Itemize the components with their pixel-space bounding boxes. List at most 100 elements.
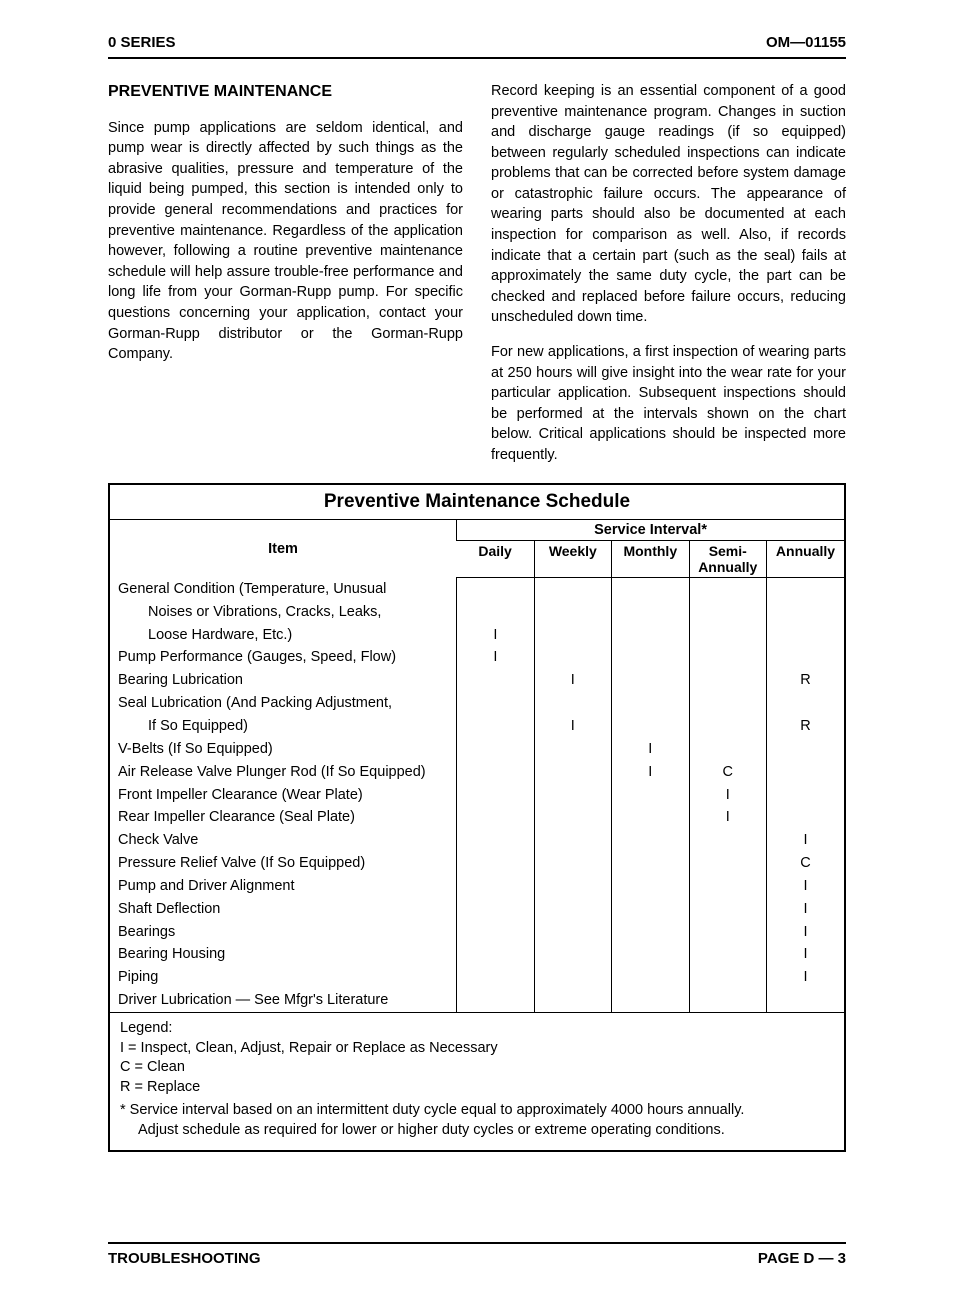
mark: I xyxy=(534,715,611,738)
item-cell: Front Impeller Clearance (Wear Plate) xyxy=(110,784,457,807)
mark xyxy=(612,715,689,738)
mark xyxy=(534,966,611,989)
mark: I xyxy=(766,898,844,921)
item-header: Item xyxy=(110,520,457,578)
mark: C xyxy=(689,761,766,784)
table-row: Bearing Housing I xyxy=(110,943,844,966)
mark xyxy=(612,806,689,829)
item-cell: Seal Lubrication (And Packing Adjustment… xyxy=(110,692,457,715)
footer-bar: TROUBLESHOOTING PAGE D — 3 xyxy=(108,1242,846,1267)
mark xyxy=(689,646,766,669)
item-cell: Piping xyxy=(110,966,457,989)
item-cell: Bearing Housing xyxy=(110,943,457,966)
mark xyxy=(612,852,689,875)
table-row: Pump Performance (Gauges, Speed, Flow) I xyxy=(110,646,844,669)
table-row: Check Valve I xyxy=(110,829,844,852)
mark xyxy=(689,669,766,692)
mark xyxy=(612,669,689,692)
col-weekly: Weekly xyxy=(534,541,611,578)
mark xyxy=(689,875,766,898)
mark xyxy=(689,578,766,601)
table-row: Rear Impeller Clearance (Seal Plate) I xyxy=(110,806,844,829)
mark xyxy=(534,784,611,807)
table-row: Front Impeller Clearance (Wear Plate) I xyxy=(110,784,844,807)
mark xyxy=(766,989,844,1012)
mark xyxy=(457,989,534,1012)
mark xyxy=(534,624,611,647)
mark xyxy=(612,989,689,1012)
mark xyxy=(766,806,844,829)
mark xyxy=(534,921,611,944)
item-cell: Pressure Relief Valve (If So Equipped) xyxy=(110,852,457,875)
service-interval-header: Service Interval* xyxy=(457,520,844,541)
item-cell: Rear Impeller Clearance (Seal Plate) xyxy=(110,806,457,829)
mark xyxy=(612,875,689,898)
mark xyxy=(612,784,689,807)
mark xyxy=(612,943,689,966)
mark xyxy=(766,784,844,807)
mark xyxy=(689,624,766,647)
paragraph-3: For new applications, a first inspection… xyxy=(491,342,846,465)
mark xyxy=(612,624,689,647)
legend-note-2: Adjust schedule as required for lower or… xyxy=(120,1121,834,1141)
table-row: Air Release Valve Plunger Rod (If So Equ… xyxy=(110,761,844,784)
item-cell: Noises or Vibrations, Cracks, Leaks, xyxy=(110,601,457,624)
mark xyxy=(689,898,766,921)
paragraph-1: Since pump applications are seldom ident… xyxy=(108,118,463,365)
header-right: OM—01155 xyxy=(766,34,846,51)
item-cell: Check Valve xyxy=(110,829,457,852)
mark xyxy=(612,578,689,601)
mark xyxy=(689,829,766,852)
legend: Legend: I = Inspect, Clean, Adjust, Repa… xyxy=(110,1013,844,1150)
col-daily: Daily xyxy=(457,541,534,578)
item-cell: Pump and Driver Alignment xyxy=(110,875,457,898)
item-cell: Loose Hardware, Etc.) xyxy=(110,624,457,647)
mark xyxy=(766,578,844,601)
mark: I xyxy=(766,875,844,898)
mark: I xyxy=(766,921,844,944)
table-row: General Condition (Temperature, Unusual xyxy=(110,578,844,601)
mark xyxy=(534,738,611,761)
item-cell: Bearings xyxy=(110,921,457,944)
mark xyxy=(689,966,766,989)
mark xyxy=(457,669,534,692)
table-row: Bearing Lubrication I R xyxy=(110,669,844,692)
mark xyxy=(534,829,611,852)
mark xyxy=(457,806,534,829)
mark xyxy=(457,966,534,989)
schedule-table: Item Service Interval* Daily Weekly Mont… xyxy=(110,520,844,1013)
mark xyxy=(457,715,534,738)
mark xyxy=(534,578,611,601)
mark: I xyxy=(689,784,766,807)
mark xyxy=(766,646,844,669)
header-left: 0 SERIES xyxy=(108,34,176,51)
mark: R xyxy=(766,715,844,738)
col-semi-annually: Semi-Annually xyxy=(689,541,766,578)
mark: I xyxy=(766,966,844,989)
mark xyxy=(457,761,534,784)
table-row: Loose Hardware, Etc.) I xyxy=(110,624,844,647)
mark xyxy=(534,943,611,966)
paragraph-2: Record keeping is an essential component… xyxy=(491,81,846,328)
section-heading: PREVENTIVE MAINTENANCE xyxy=(108,81,463,104)
mark xyxy=(457,875,534,898)
mark xyxy=(457,738,534,761)
mark: I xyxy=(457,624,534,647)
mark: I xyxy=(689,806,766,829)
mark xyxy=(457,578,534,601)
mark xyxy=(766,738,844,761)
mark: R xyxy=(766,669,844,692)
item-cell: V-Belts (If So Equipped) xyxy=(110,738,457,761)
legend-title: Legend: xyxy=(120,1019,834,1039)
table-row: Noises or Vibrations, Cracks, Leaks, xyxy=(110,601,844,624)
mark xyxy=(457,784,534,807)
mark xyxy=(612,921,689,944)
item-cell: Bearing Lubrication xyxy=(110,669,457,692)
item-cell: Air Release Valve Plunger Rod (If So Equ… xyxy=(110,761,457,784)
item-cell: General Condition (Temperature, Unusual xyxy=(110,578,457,601)
table-row: Pressure Relief Valve (If So Equipped) C xyxy=(110,852,844,875)
mark xyxy=(689,943,766,966)
header-row-1: Item Service Interval* xyxy=(110,520,844,541)
table-row: Shaft Deflection I xyxy=(110,898,844,921)
item-cell: If So Equipped) xyxy=(110,715,457,738)
